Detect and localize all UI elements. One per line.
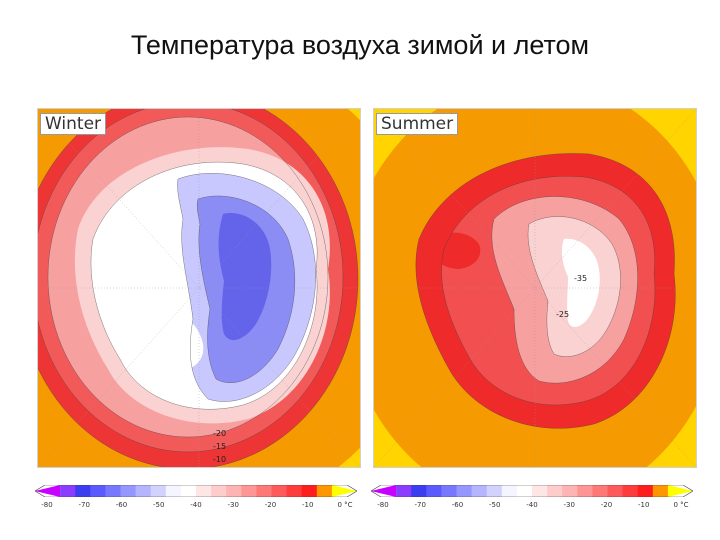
colorbar-segment bbox=[486, 485, 503, 497]
colorbar-segment bbox=[60, 485, 76, 497]
winter-temperature-map: -20 -15 -10 bbox=[38, 109, 360, 467]
winter-label: Winter bbox=[40, 113, 107, 135]
colorbar-segment bbox=[652, 485, 669, 497]
summer-grid-lines bbox=[374, 109, 696, 467]
colorbar-segment bbox=[226, 485, 242, 497]
winter-tick-label: -30 bbox=[227, 501, 239, 509]
colorbar-segment bbox=[331, 485, 357, 497]
colorbar-segment bbox=[316, 485, 333, 497]
colorbar-segment bbox=[271, 485, 288, 497]
colorbar-segment bbox=[90, 485, 106, 497]
winter-tick-label: -40 bbox=[190, 501, 202, 509]
winter-map-panel: -20 -15 -10 Winter bbox=[37, 108, 361, 468]
colorbar-segment bbox=[120, 485, 137, 497]
colorbar-segment bbox=[135, 485, 152, 497]
colorbar-segment bbox=[426, 485, 442, 497]
summer-tick-label: -60 bbox=[451, 501, 464, 509]
winter-tick-label: -70 bbox=[78, 501, 90, 509]
colorbar-segment bbox=[441, 485, 457, 497]
summer-contour-label-1: -35 bbox=[574, 274, 587, 283]
colorbar-segment bbox=[371, 485, 397, 497]
winter-colorbar bbox=[35, 485, 357, 497]
winter-colorbar-ticks: -80 -70 -60 -50 -40 -30 -20 -10 0 °C bbox=[35, 501, 357, 513]
colorbar-segment bbox=[456, 485, 473, 497]
slide-title: Температура воздуха зимой и летом bbox=[130, 30, 590, 60]
winter-contour-label-3: -10 bbox=[213, 455, 226, 464]
winter-coldest-zone bbox=[218, 213, 272, 341]
colorbar-segment bbox=[622, 485, 639, 497]
colorbar-segment bbox=[75, 485, 91, 497]
winter-contour-label-1: -20 bbox=[213, 429, 226, 438]
colorbar-segment bbox=[396, 485, 412, 497]
colorbar-segment bbox=[211, 485, 227, 497]
colorbar-segment bbox=[532, 485, 548, 497]
colorbar-segment bbox=[607, 485, 624, 497]
summer-tick-label: -10 bbox=[638, 501, 650, 509]
colorbar-segment bbox=[165, 485, 182, 497]
colorbar-segment bbox=[667, 485, 693, 497]
colorbar-segment bbox=[562, 485, 578, 497]
summer-tick-label: -50 bbox=[489, 501, 501, 509]
summer-label: Summer bbox=[376, 113, 459, 135]
winter-peninsula-white bbox=[139, 308, 204, 371]
summer-peninsula bbox=[430, 232, 481, 269]
winter-tick-label: -20 bbox=[264, 501, 277, 509]
summer-tick-label: -30 bbox=[563, 501, 575, 509]
summer-tick-label: -80 bbox=[377, 501, 389, 509]
summer-tick-label: 0 °C bbox=[673, 501, 689, 509]
winter-contour-label-2: -15 bbox=[213, 442, 226, 451]
colorbar-segment bbox=[501, 485, 518, 497]
colorbar-segment bbox=[411, 485, 427, 497]
winter-tick-label: -50 bbox=[153, 501, 165, 509]
summer-colorbar-ticks: -80 -70 -60 -50 -40 -30 -20 -10 0 °C bbox=[371, 501, 693, 513]
colorbar-segment bbox=[256, 485, 272, 497]
colorbar-segment bbox=[301, 485, 318, 497]
colorbar-segment bbox=[637, 485, 654, 497]
winter-grid-lines bbox=[38, 109, 360, 467]
colorbar-segment bbox=[241, 485, 257, 497]
colorbar-segment bbox=[471, 485, 488, 497]
summer-tick-label: -70 bbox=[414, 501, 426, 509]
summer-coldest-zone bbox=[561, 238, 600, 327]
colorbar-segment bbox=[35, 485, 61, 497]
colorbar-segment bbox=[150, 485, 167, 497]
summer-contour-label-2: -25 bbox=[556, 310, 569, 319]
summer-temperature-map: -35 -25 bbox=[374, 109, 696, 467]
winter-tick-label: -60 bbox=[115, 501, 128, 509]
summer-tick-label: -20 bbox=[600, 501, 613, 509]
winter-tick-label: 0 °C bbox=[337, 501, 353, 509]
summer-tick-label: -40 bbox=[526, 501, 538, 509]
colorbar-segment bbox=[516, 485, 533, 497]
colorbar-segment bbox=[547, 485, 563, 497]
colorbar-segment bbox=[592, 485, 608, 497]
summer-map-panel: -35 -25 Summer bbox=[373, 108, 697, 468]
summer-colorbar bbox=[371, 485, 693, 497]
colorbar-segment bbox=[196, 485, 212, 497]
winter-tick-label: -10 bbox=[302, 501, 314, 509]
colorbar-segment bbox=[577, 485, 593, 497]
colorbar-segment bbox=[286, 485, 303, 497]
colorbar-segment bbox=[105, 485, 121, 497]
winter-tick-label: -80 bbox=[41, 501, 53, 509]
colorbar-segment bbox=[180, 485, 197, 497]
